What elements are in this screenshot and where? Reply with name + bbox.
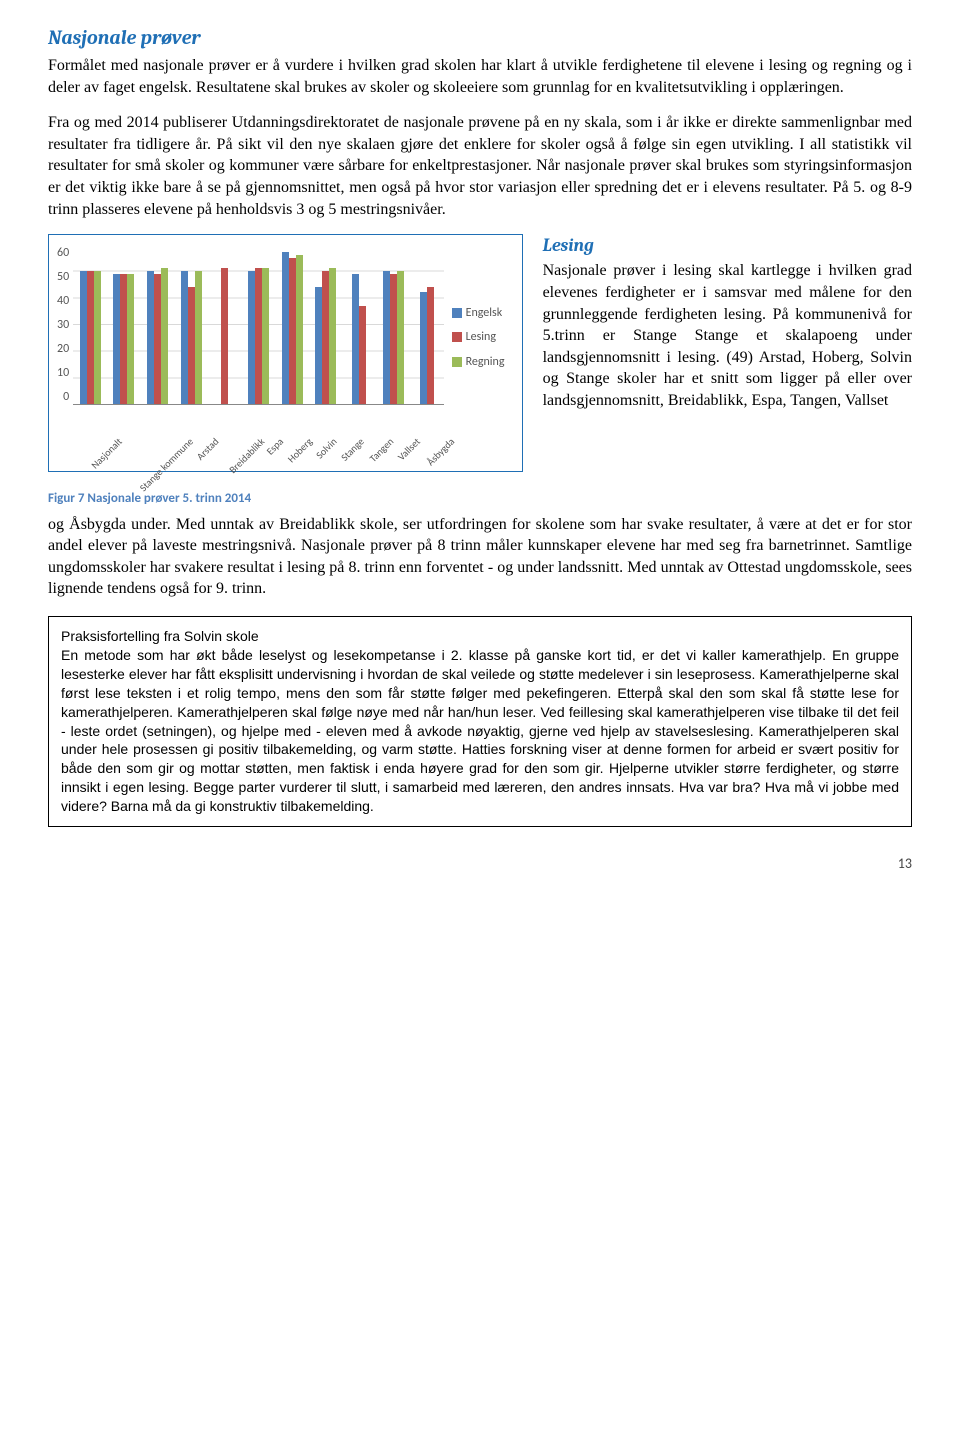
y-tick: 0 [63, 389, 69, 405]
legend-label: Regning [466, 354, 505, 370]
legend-item: Lesing [452, 329, 514, 345]
bar [87, 271, 94, 404]
y-tick: 10 [57, 365, 69, 381]
bar [352, 274, 359, 405]
intro-paragraph-2: Fra og med 2014 publiserer Utdanningsdir… [48, 112, 912, 220]
chart-area: 60 50 40 30 20 10 0 NasjonaltStange kommuneArs… [57, 245, 514, 465]
lesing-title: Lesing [543, 234, 912, 258]
y-tick: 50 [57, 269, 69, 285]
bar [262, 268, 269, 404]
bar-group [343, 274, 377, 405]
chart-and-text-row: 60 50 40 30 20 10 0 NasjonaltStange kommuneArs… [48, 234, 912, 508]
bar [120, 274, 127, 405]
y-axis: 60 50 40 30 20 10 0 [57, 245, 73, 405]
legend-label: Lesing [466, 329, 496, 345]
bar-group [107, 274, 141, 405]
chart-plot [73, 245, 443, 405]
bar [255, 268, 262, 404]
continuation-paragraph: og Åsbygda under. Med unntak av Breidabl… [48, 514, 912, 600]
bar [322, 271, 329, 404]
bar-group [73, 271, 107, 404]
bar [296, 255, 303, 404]
legend-swatch [452, 308, 462, 318]
bar-group [208, 268, 242, 404]
lesing-paragraph: Nasjonale prøver i lesing skal kartlegge… [543, 260, 912, 411]
chart-box: 60 50 40 30 20 10 0 NasjonaltStange kommuneArs… [48, 234, 523, 472]
bar [383, 271, 390, 404]
bar [397, 271, 404, 404]
bar [188, 287, 195, 404]
bar [181, 271, 188, 404]
bar-group [141, 268, 175, 404]
bar [195, 271, 202, 404]
bar [329, 268, 336, 404]
y-tick: 30 [57, 317, 69, 333]
bar [315, 287, 322, 404]
x-axis-labels: NasjonaltStange kommuneArstadBreidablikk… [73, 407, 443, 457]
bar [420, 292, 427, 404]
bar [154, 274, 161, 405]
bar-group [376, 271, 410, 404]
bar-group [410, 287, 444, 404]
legend-swatch [452, 357, 462, 367]
legend-swatch [452, 332, 462, 342]
section-title: Nasjonale prøver [48, 24, 912, 51]
bar [94, 271, 101, 404]
bar [147, 271, 154, 404]
story-heading: Praksisfortelling fra Solvin skole [61, 628, 259, 644]
bar-group [174, 271, 208, 404]
story-box: Praksisfortelling fra Solvin skole En me… [48, 616, 912, 827]
chart-legend: Engelsk Lesing Regning [444, 245, 514, 465]
bar [289, 258, 296, 405]
story-body: En metode som har økt både leselyst og l… [61, 647, 899, 814]
lesing-column: Lesing Nasjonale prøver i lesing skal ka… [543, 234, 912, 411]
bar-group [242, 268, 276, 404]
bar [359, 306, 366, 405]
legend-label: Engelsk [466, 305, 503, 321]
bar-group [309, 268, 343, 404]
bar-group [275, 252, 309, 404]
intro-paragraph-1: Formålet med nasjonale prøver er å vurde… [48, 55, 912, 98]
bar [282, 252, 289, 404]
page-number: 13 [48, 855, 912, 874]
chart-block: 60 50 40 30 20 10 0 NasjonaltStange kommuneArs… [48, 234, 523, 508]
bar [427, 287, 434, 404]
bar [127, 274, 134, 405]
y-tick: 60 [57, 245, 69, 261]
bar [80, 271, 87, 404]
bar [390, 274, 397, 405]
bar [221, 268, 228, 404]
y-tick: 40 [57, 293, 69, 309]
legend-item: Regning [452, 354, 514, 370]
y-tick: 20 [57, 341, 69, 357]
bar [161, 268, 168, 404]
legend-item: Engelsk [452, 305, 514, 321]
bar [113, 274, 120, 405]
bar [248, 271, 255, 404]
